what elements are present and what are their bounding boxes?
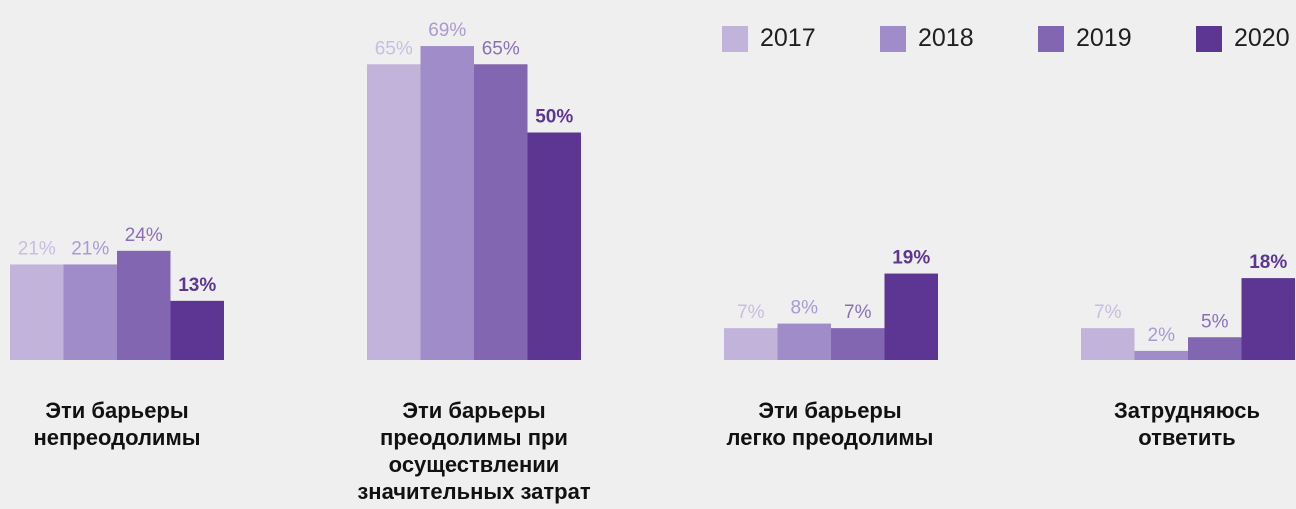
legend-item-2019[interactable]: 2019 bbox=[1038, 24, 1196, 53]
legend-item-2017[interactable]: 2017 bbox=[722, 24, 880, 53]
data-label-2017-cat2: 65% bbox=[375, 38, 413, 59]
data-label-2017-cat3: 7% bbox=[737, 302, 765, 323]
legend-item-2018[interactable]: 2018 bbox=[880, 24, 1038, 53]
data-label-2019-cat4: 5% bbox=[1201, 311, 1229, 332]
category-label-costly: Эти барьеры преодолимы при осуществлении… bbox=[357, 398, 591, 504]
data-label-2018-cat1: 21% bbox=[71, 238, 109, 259]
bar-2017-cat3 bbox=[724, 328, 778, 360]
bar-2018-cat2 bbox=[420, 46, 474, 361]
bar-2019-cat1 bbox=[117, 250, 171, 360]
bar-2019-cat3 bbox=[831, 328, 885, 360]
bar-2020-cat2 bbox=[527, 132, 581, 360]
legend-swatch-2018 bbox=[880, 25, 906, 52]
chart-legend: 2017 2018 2019 2020 bbox=[722, 24, 1296, 53]
data-label-2018-cat4: 2% bbox=[1148, 325, 1176, 346]
bar-2017-cat1 bbox=[10, 264, 64, 360]
category-label-insurmountable: Эти барьеры непреодолимы bbox=[33, 398, 201, 450]
data-label-2019-cat3: 7% bbox=[844, 302, 872, 323]
bar-2017-cat4 bbox=[1081, 328, 1135, 360]
data-label-2018-cat3: 8% bbox=[791, 298, 819, 319]
legend-label-2019: 2019 bbox=[1076, 24, 1132, 52]
data-label-2020-cat2: 50% bbox=[535, 107, 573, 128]
legend-label-2020: 2020 bbox=[1234, 24, 1290, 52]
data-label-2020-cat3: 19% bbox=[892, 248, 930, 269]
category-label-hard-to-answer: Затрудняюсь ответить bbox=[1114, 398, 1260, 450]
data-label-2020-cat1: 13% bbox=[178, 275, 216, 296]
legend-item-2020[interactable]: 2020 bbox=[1196, 24, 1296, 53]
data-label-2018-cat2: 69% bbox=[428, 20, 466, 41]
bar-2019-cat4 bbox=[1188, 337, 1242, 360]
bar-2018-cat4 bbox=[1134, 350, 1188, 360]
legend-swatch-2017 bbox=[722, 25, 748, 52]
data-label-2017-cat4: 7% bbox=[1094, 302, 1122, 323]
category-label-easy: Эти барьеры легко преодолимы bbox=[726, 398, 934, 450]
legend-swatch-2019 bbox=[1038, 25, 1064, 52]
bar-2018-cat1 bbox=[63, 264, 117, 360]
bar-2017-cat2 bbox=[367, 64, 421, 360]
legend-label-2018: 2018 bbox=[918, 24, 974, 52]
data-label-2019-cat2: 65% bbox=[482, 38, 520, 59]
data-label-2019-cat1: 24% bbox=[125, 225, 163, 246]
bar-2020-cat3 bbox=[884, 273, 938, 360]
bar-2019-cat2 bbox=[474, 64, 528, 360]
data-label-2020-cat4: 18% bbox=[1249, 252, 1287, 273]
bar-2020-cat4 bbox=[1241, 278, 1295, 360]
legend-label-2017: 2017 bbox=[760, 24, 816, 52]
bar-2018-cat3 bbox=[777, 323, 831, 360]
data-label-2017-cat1: 21% bbox=[18, 238, 56, 259]
bar-2020-cat1 bbox=[170, 300, 224, 360]
legend-swatch-2020 bbox=[1196, 25, 1222, 52]
